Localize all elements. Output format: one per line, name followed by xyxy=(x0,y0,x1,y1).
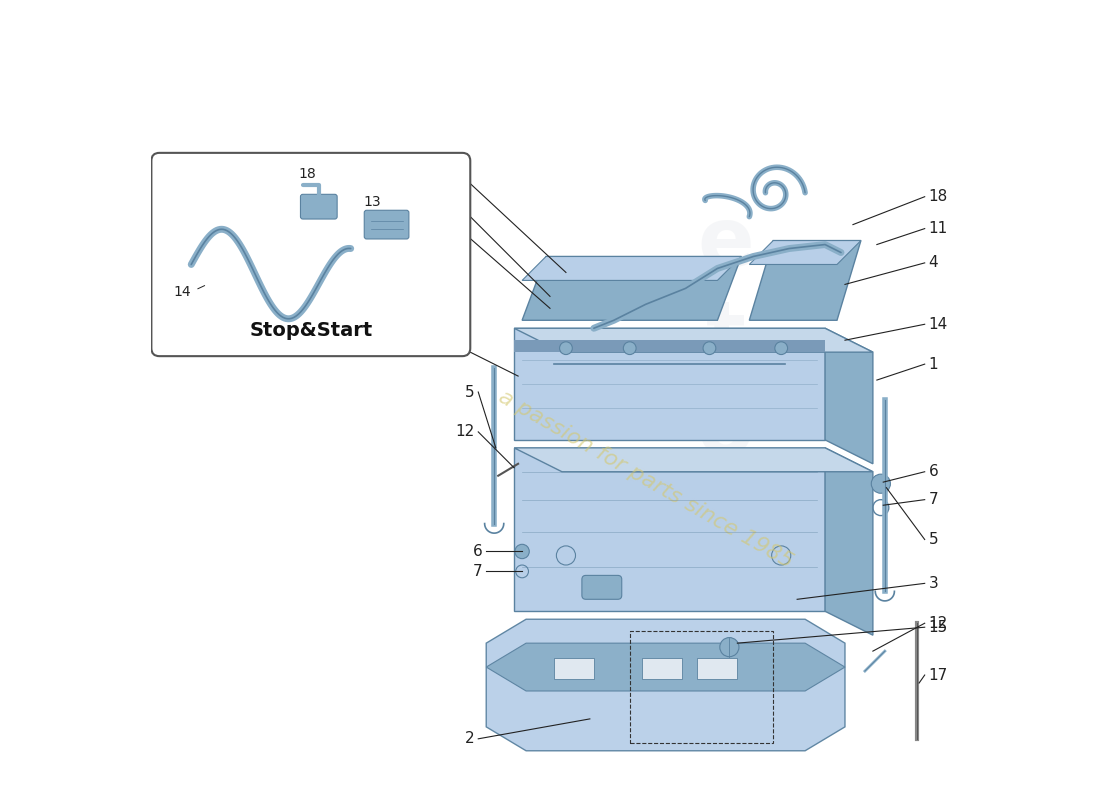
Circle shape xyxy=(515,544,529,558)
Polygon shape xyxy=(514,328,873,352)
Text: e
t
o
c: e t o c xyxy=(696,203,755,566)
Text: a passion for parts since 1985: a passion for parts since 1985 xyxy=(495,387,796,573)
Text: 11: 11 xyxy=(928,221,948,236)
Text: 18: 18 xyxy=(298,166,316,181)
Polygon shape xyxy=(522,257,741,320)
Text: 16: 16 xyxy=(447,345,466,360)
Text: 6: 6 xyxy=(473,544,482,559)
Text: 5: 5 xyxy=(464,385,474,399)
Circle shape xyxy=(560,342,572,354)
Polygon shape xyxy=(514,340,825,352)
FancyBboxPatch shape xyxy=(300,194,337,219)
Polygon shape xyxy=(522,257,741,281)
Polygon shape xyxy=(486,643,845,691)
Text: Stop&Start: Stop&Start xyxy=(250,322,373,340)
FancyBboxPatch shape xyxy=(364,210,409,239)
Text: 6: 6 xyxy=(928,464,938,479)
Text: 8: 8 xyxy=(441,193,450,208)
Bar xyxy=(629,631,773,743)
Text: 5: 5 xyxy=(928,532,938,547)
FancyBboxPatch shape xyxy=(582,575,621,599)
Polygon shape xyxy=(514,448,873,472)
Text: 13: 13 xyxy=(363,194,381,209)
Polygon shape xyxy=(825,328,873,464)
Text: 15: 15 xyxy=(928,620,948,634)
Circle shape xyxy=(703,342,716,354)
Polygon shape xyxy=(749,241,861,265)
Polygon shape xyxy=(825,448,873,635)
Text: 14: 14 xyxy=(928,317,948,332)
Text: 14: 14 xyxy=(174,286,191,299)
Polygon shape xyxy=(239,193,375,320)
FancyBboxPatch shape xyxy=(152,153,471,356)
Text: 4: 4 xyxy=(928,255,938,270)
Polygon shape xyxy=(554,658,594,679)
Text: 18: 18 xyxy=(928,190,948,204)
Text: 9: 9 xyxy=(441,162,450,176)
Text: 19: 19 xyxy=(381,192,398,206)
Text: 12: 12 xyxy=(928,616,948,630)
Text: 12: 12 xyxy=(455,424,474,439)
Polygon shape xyxy=(749,241,861,320)
Text: 1: 1 xyxy=(928,357,938,372)
Circle shape xyxy=(774,342,788,354)
Circle shape xyxy=(624,342,636,354)
Polygon shape xyxy=(514,328,825,440)
Text: 17: 17 xyxy=(928,667,948,682)
Text: 7: 7 xyxy=(928,492,938,507)
Text: 2: 2 xyxy=(464,731,474,746)
Polygon shape xyxy=(514,448,825,611)
Polygon shape xyxy=(641,658,682,679)
Text: 10: 10 xyxy=(431,217,450,232)
Text: 7: 7 xyxy=(473,564,482,579)
Polygon shape xyxy=(697,658,737,679)
Text: 3: 3 xyxy=(928,576,938,591)
Polygon shape xyxy=(486,619,845,750)
Circle shape xyxy=(719,638,739,657)
Circle shape xyxy=(871,474,890,494)
